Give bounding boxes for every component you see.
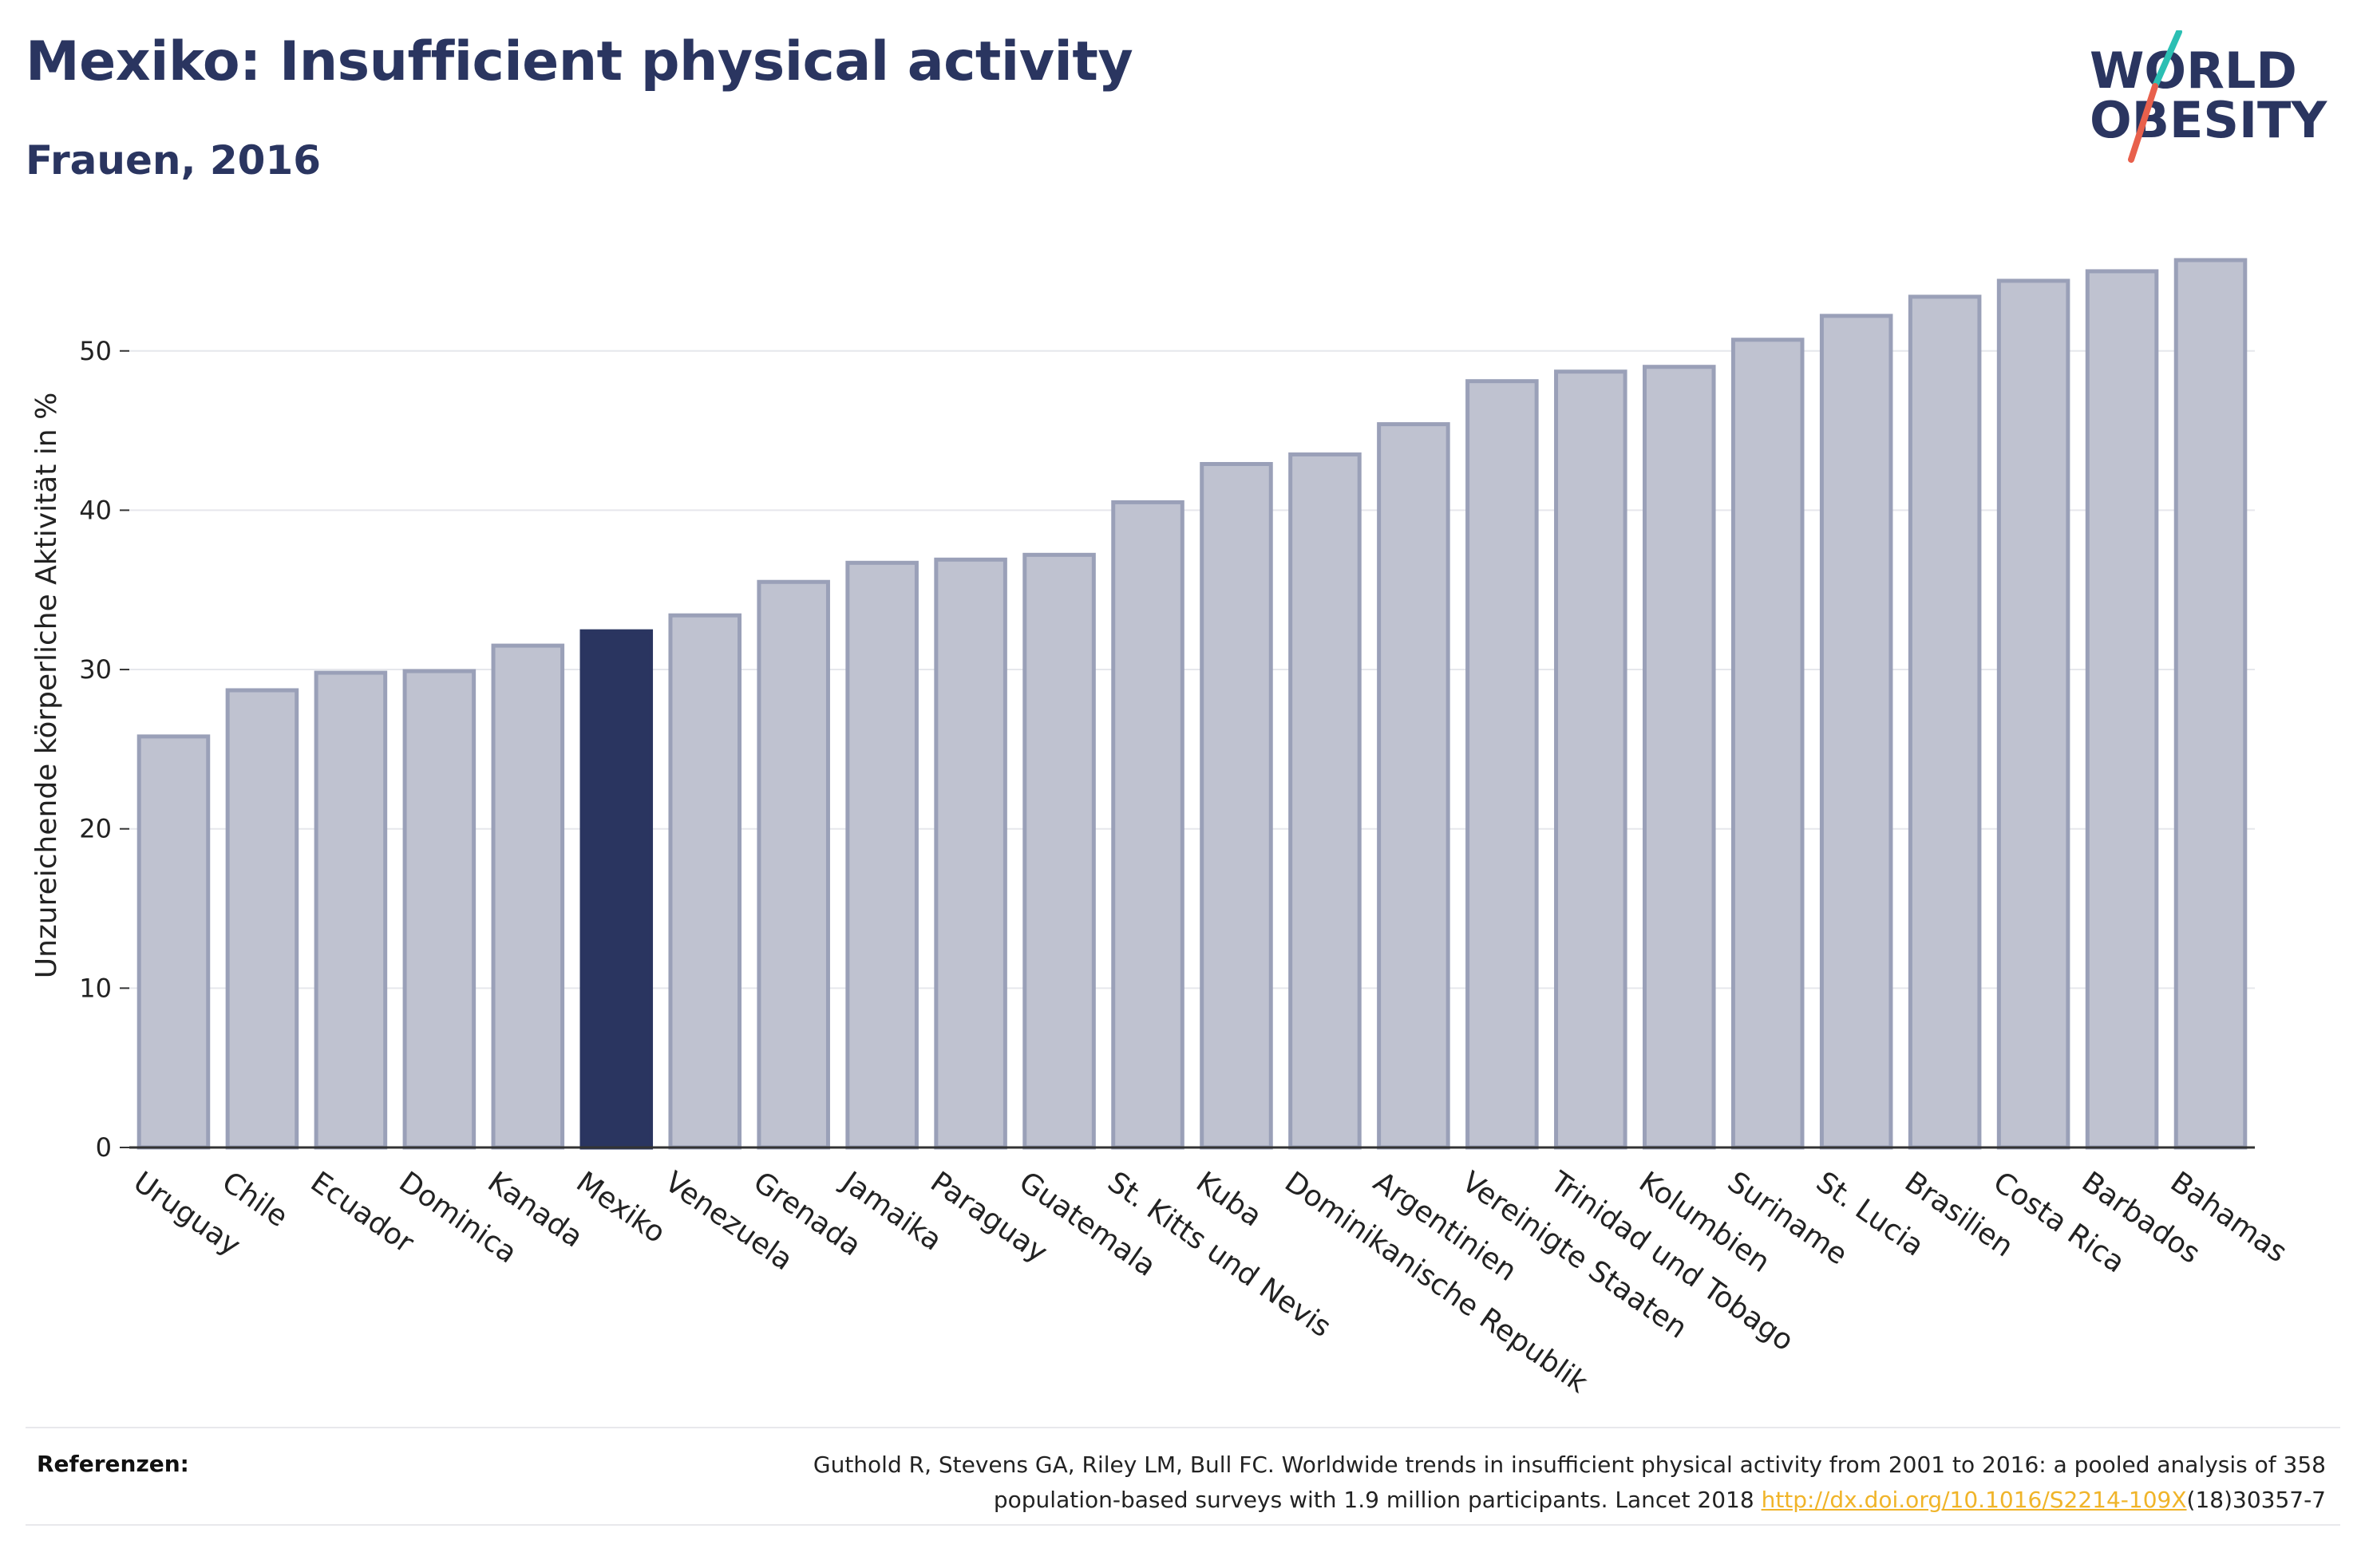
bar [2173, 258, 2248, 1150]
bar [934, 557, 1007, 1150]
bar [668, 613, 742, 1150]
chart-title: Mexiko: Insufficient physical activity [26, 30, 1133, 93]
bar [1642, 365, 1716, 1150]
bar [579, 629, 654, 1150]
references-bottom-divider [26, 1524, 2340, 1526]
y-tick-label: 10 [79, 973, 112, 1003]
bar-chart: 0 10 20 30 40 50 Unzureichende körperliche Akt… [30, 258, 2292, 1400]
bar [1111, 500, 1184, 1150]
bar [1377, 422, 1450, 1150]
bar [845, 560, 919, 1150]
bar [314, 670, 388, 1150]
y-tick-label: 20 [79, 814, 112, 844]
bar [1288, 452, 1362, 1150]
reference-line-2-suffix: (18)30357-7 [2186, 1487, 2326, 1513]
y-axis-label: Unzureichende körperliche Aktivität in % [30, 393, 63, 979]
logo-word-obesity: OBESITY [2090, 91, 2327, 149]
bar [491, 643, 565, 1150]
bar [757, 579, 830, 1150]
bar [1465, 379, 1539, 1150]
logo-slash-icon [2128, 30, 2182, 163]
bar [1554, 369, 1627, 1150]
bar [225, 688, 299, 1150]
bar [1819, 314, 1893, 1150]
logo-word-world: WORLD [2090, 41, 2297, 100]
y-tick-label: 0 [96, 1132, 112, 1163]
references-text: Guthold R, Stevens GA, Riley LM, Bull FC… [490, 1448, 2326, 1518]
bar [1730, 338, 1805, 1150]
references-top-divider [26, 1427, 2340, 1428]
reference-line-2-prefix: population-based surveys with 1.9 millio… [993, 1487, 1762, 1513]
y-tick-label: 40 [79, 495, 112, 525]
bar [136, 734, 211, 1150]
x-tick-label: Mexiko [570, 1166, 670, 1250]
bar [2085, 269, 2159, 1150]
world-obesity-logo: WORLD OBESITY [2075, 30, 2347, 166]
bar [1908, 294, 1982, 1150]
y-tick-label: 50 [79, 336, 112, 366]
reference-doi-link[interactable]: http://dx.doi.org/10.1016/S2214-109X [1761, 1487, 2187, 1513]
chart-subtitle: Frauen, 2016 [26, 137, 322, 184]
bar [1022, 552, 1096, 1150]
bar [402, 669, 477, 1150]
bar [1996, 278, 2070, 1150]
reference-line-2: population-based surveys with 1.9 millio… [490, 1483, 2326, 1518]
references-label: Referenzen: [37, 1451, 189, 1477]
y-tick-label: 30 [79, 654, 112, 685]
bar [1200, 462, 1273, 1150]
reference-line-1: Guthold R, Stevens GA, Riley LM, Bull FC… [813, 1451, 2326, 1478]
